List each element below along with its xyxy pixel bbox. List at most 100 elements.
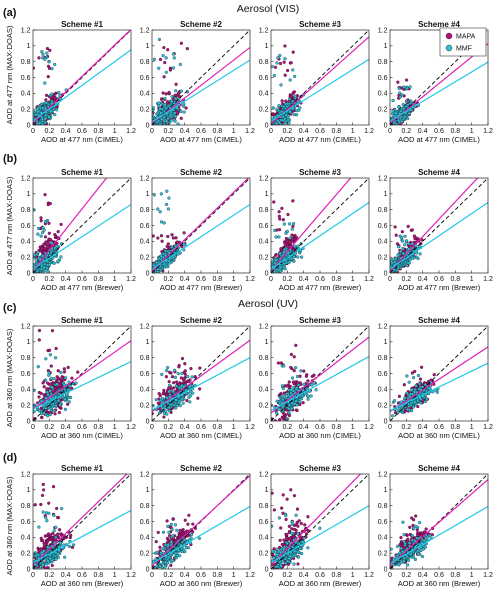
point-mapa — [45, 534, 49, 538]
point-mmf — [33, 256, 37, 260]
point-mmf — [397, 119, 401, 123]
row-letter-c: (c) — [3, 302, 17, 314]
point-mmf — [291, 389, 296, 393]
point-mmf — [174, 384, 179, 388]
point-mapa — [60, 375, 64, 379]
point-mmf-outlier — [402, 85, 406, 89]
fit-line-mmf-b-s1 — [33, 203, 131, 270]
point-mapa-outlier — [47, 348, 52, 352]
point-mapa-outlier — [37, 56, 41, 60]
ytick-label: 1.2 — [378, 175, 388, 182]
point-mmf — [174, 89, 178, 93]
point-mmf — [162, 411, 167, 415]
xtick-label: 0.8 — [450, 424, 460, 431]
point-mapa — [42, 541, 46, 545]
point-mmf — [287, 411, 291, 415]
point-mmf — [63, 397, 67, 402]
xlabel-b-s1: AOD at 477 nm (Brewer) — [41, 283, 124, 292]
point-mmf-outlier — [45, 51, 49, 55]
point-mmf — [46, 414, 50, 418]
fit-line-mmf-a-s1 — [33, 49, 131, 122]
point-mmf — [168, 114, 172, 118]
point-mmf-outlier — [164, 202, 169, 207]
ytick-label: 0.8 — [21, 355, 31, 362]
point-mmf-outlier — [403, 243, 407, 247]
point-mmf — [48, 389, 52, 393]
xtick-label: 0.6 — [434, 128, 444, 135]
point-mmf — [56, 259, 60, 263]
point-mmf — [52, 409, 56, 413]
point-mapa-outlier — [277, 210, 281, 214]
point-mapa — [180, 245, 184, 249]
point-mmf — [163, 249, 167, 253]
panel-b-s4: 000.20.20.40.40.60.60.80.8111.21.2Scheme… — [378, 168, 493, 292]
scatter-panels: 000.20.20.40.40.60.60.80.8111.21.2Scheme… — [21, 20, 493, 588]
xtick-label: 0.2 — [401, 424, 411, 431]
plot-data-b-s4 — [390, 178, 488, 273]
point-mmf — [170, 95, 174, 99]
point-mapa — [294, 408, 298, 412]
point-mapa — [182, 231, 186, 235]
point-mapa-outlier — [273, 65, 278, 69]
point-mmf — [404, 99, 408, 104]
point-mmf-outlier — [36, 232, 40, 236]
ytick-label: 0.6 — [378, 75, 388, 82]
point-mmf-outlier — [162, 221, 166, 225]
point-mapa — [42, 385, 46, 389]
point-mapa-outlier — [406, 224, 410, 229]
point-mapa — [161, 91, 165, 95]
point-mmf-outlier — [282, 222, 286, 226]
point-mapa — [175, 380, 179, 384]
point-mmf — [163, 96, 167, 101]
point-mmf-outlier — [44, 220, 48, 224]
point-mmf-outlier — [408, 85, 412, 89]
point-mmf — [173, 119, 177, 123]
xtick-label: 0.6 — [315, 128, 325, 135]
point-mmf — [275, 399, 279, 403]
point-mmf-outlier — [167, 383, 172, 388]
ytick-label: 1 — [27, 43, 31, 50]
ytick-label: 0.6 — [378, 223, 388, 230]
xtick-label: 0 — [150, 276, 154, 283]
point-mapa — [57, 410, 61, 415]
xtick-label: 1 — [232, 128, 236, 135]
scheme-title-a-s2: Scheme #2 — [180, 20, 222, 29]
point-mmf — [419, 401, 423, 405]
row-letter-b: (b) — [3, 153, 17, 165]
point-mmf-outlier — [278, 53, 282, 58]
ytick-label: 1.2 — [21, 175, 31, 182]
ytick-label: 1.2 — [259, 175, 269, 182]
xlabel-c-s4: AOD at 360 nm (CIMEL) — [398, 431, 480, 440]
ytick-label: 0 — [146, 122, 150, 129]
panel-c-s3: 000.20.20.40.40.60.60.80.8111.21.2Scheme… — [259, 316, 374, 440]
point-mmf — [164, 119, 169, 123]
xtick-label: 1.2 — [126, 276, 136, 283]
ytick-label: 0.6 — [259, 371, 269, 378]
point-mmf — [158, 107, 162, 111]
point-mapa — [185, 379, 189, 384]
points-mmf-b-s1 — [33, 208, 64, 273]
point-mapa-outlier — [179, 41, 183, 45]
point-mmf — [188, 394, 193, 398]
point-mmf — [177, 399, 182, 403]
plot-data-a-s3 — [271, 30, 369, 125]
point-mapa-outlier — [276, 361, 281, 365]
point-mapa-outlier — [185, 47, 189, 51]
point-mapa-outlier — [170, 375, 175, 379]
point-mmf — [65, 387, 70, 392]
fit-line-mapa-a-s2 — [152, 46, 250, 124]
xtick-label: 1 — [351, 276, 355, 283]
point-mmf — [298, 400, 302, 404]
ytick-label: 0.8 — [21, 59, 31, 66]
point-mmf — [53, 113, 57, 117]
ytick-label: 0.8 — [378, 355, 388, 362]
point-mmf — [167, 409, 171, 413]
point-mmf — [47, 115, 51, 119]
ytick-label: 0.2 — [21, 107, 31, 114]
point-mmf — [396, 253, 400, 257]
point-mapa-outlier — [168, 370, 172, 374]
one-to-one-line-c-s1 — [33, 326, 131, 421]
ytick-label: 0.4 — [259, 91, 269, 98]
ytick-label: 0.6 — [21, 75, 31, 82]
point-mmf — [296, 255, 300, 259]
